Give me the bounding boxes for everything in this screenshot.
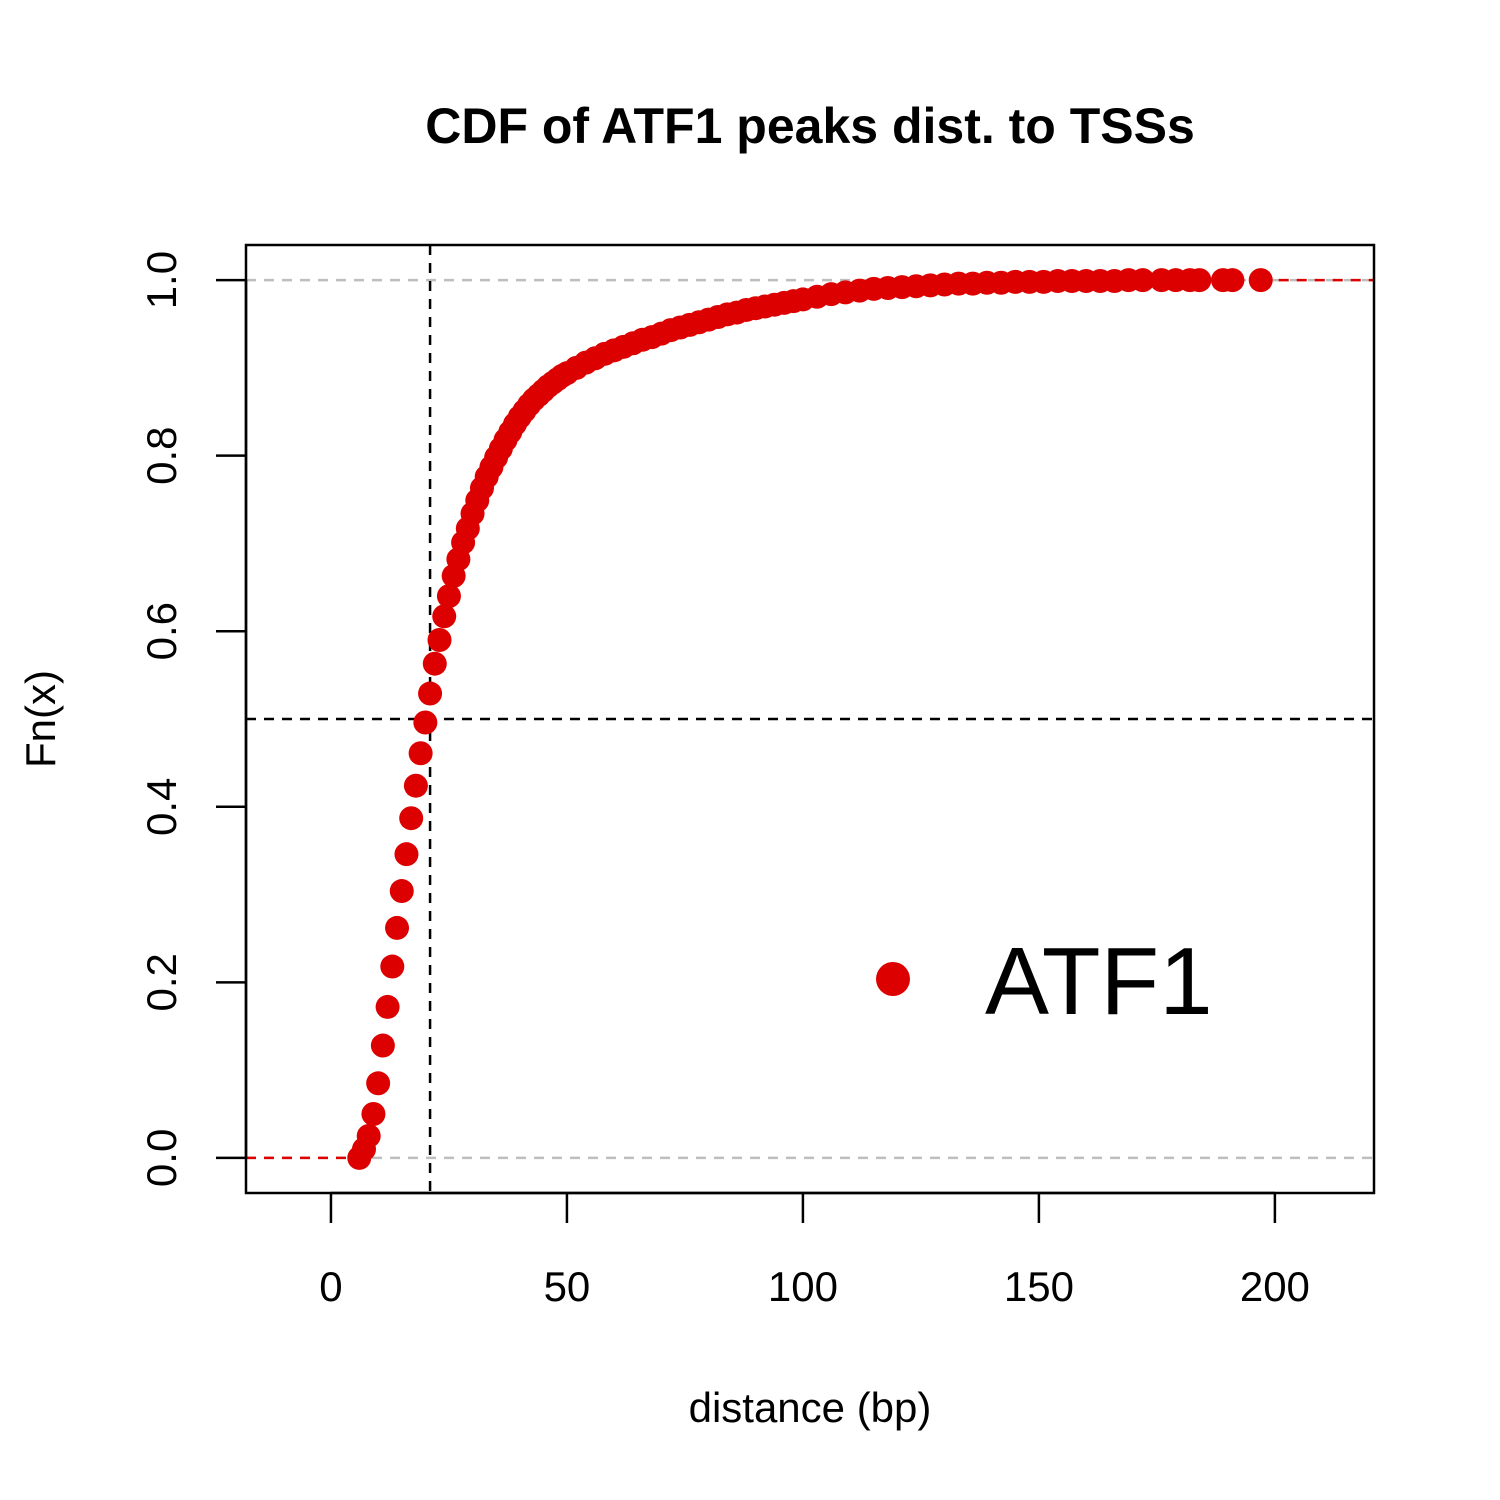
y-tick-label: 0.0 xyxy=(138,1129,185,1187)
data-point xyxy=(427,628,452,652)
legend-label-atf1: ATF1 xyxy=(985,928,1213,1035)
data-point xyxy=(385,915,410,940)
data-point xyxy=(408,741,433,766)
data-point xyxy=(361,1102,386,1126)
data-point xyxy=(436,584,461,609)
y-tick-label: 0.8 xyxy=(138,426,185,484)
x-tick-label: 150 xyxy=(1004,1263,1074,1310)
data-point xyxy=(413,710,438,735)
data-point xyxy=(1248,268,1273,293)
data-point xyxy=(1130,268,1155,293)
data-point xyxy=(403,773,428,798)
x-axis: 0 50 100 150 200 xyxy=(319,1191,1310,1310)
legend: ATF1 xyxy=(876,928,1213,1035)
data-point xyxy=(422,651,447,676)
data-point xyxy=(1187,268,1212,293)
y-tick-label: 0.6 xyxy=(138,602,185,660)
legend-marker xyxy=(876,962,910,996)
chart-title: CDF of ATF1 peaks dist. to TSSs xyxy=(425,98,1195,154)
x-axis-label: distance (bp) xyxy=(689,1384,932,1431)
y-tick-label: 1.0 xyxy=(138,251,185,309)
data-point xyxy=(356,1123,381,1148)
data-point xyxy=(389,879,414,904)
y-axis-label: Fn(x) xyxy=(17,670,64,768)
x-tick-label: 0 xyxy=(319,1263,342,1310)
data-point xyxy=(366,1071,391,1096)
y-axis: 0.0 0.2 0.4 0.6 0.8 1.0 xyxy=(138,251,248,1187)
x-tick-label: 200 xyxy=(1240,1263,1310,1310)
data-point xyxy=(432,604,457,629)
data-points xyxy=(347,268,1273,1170)
data-point xyxy=(370,1033,395,1058)
x-tick-label: 50 xyxy=(544,1263,591,1310)
data-point xyxy=(380,954,405,979)
y-tick-label: 0.4 xyxy=(138,778,185,836)
data-point xyxy=(394,842,419,867)
data-point xyxy=(399,806,424,831)
data-point xyxy=(1220,268,1245,293)
data-point xyxy=(375,994,400,1019)
y-tick-label: 0.2 xyxy=(138,953,185,1011)
data-point xyxy=(418,681,443,706)
x-tick-label: 100 xyxy=(768,1263,838,1310)
